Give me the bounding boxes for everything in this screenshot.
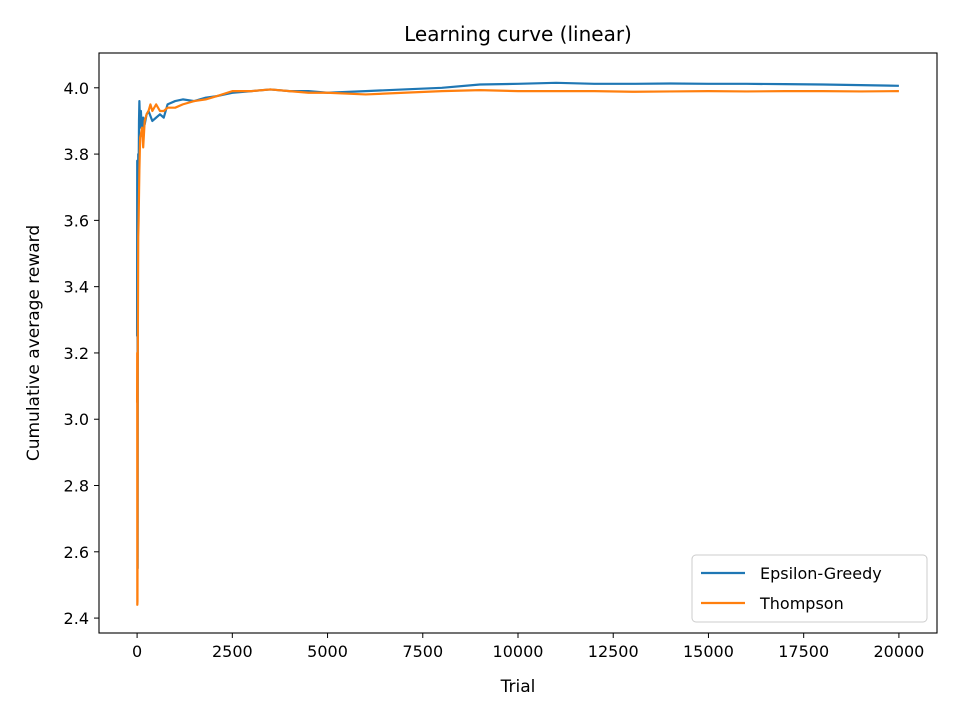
- x-axis: 0 2500 5000 7500 10000 12500 15000 17500 20000: [132, 633, 924, 661]
- y-tick-label: 2.8: [64, 477, 89, 496]
- x-tick-label: 7500: [402, 642, 443, 661]
- legend-box: [691, 554, 928, 623]
- x-axis-label: Trial: [500, 677, 536, 697]
- series-line-epsilon-greedy: [135, 81, 899, 570]
- y-tick-label: 3.8: [64, 145, 89, 164]
- y-tick-label: 3.2: [64, 344, 89, 363]
- legend-label-thompson: Thompson: [759, 594, 844, 613]
- x-tick-label: 15000: [683, 642, 734, 661]
- series-line-thompson: [135, 88, 899, 606]
- legend: Epsilon-Greedy Thompson: [691, 554, 928, 623]
- x-tick-label: 20000: [873, 642, 924, 661]
- y-tick-label: 3.6: [64, 211, 89, 230]
- y-axis-label: Cumulative average reward: [24, 225, 44, 461]
- legend-label-epsilon-greedy: Epsilon-Greedy: [760, 564, 882, 583]
- y-tick-label: 2.6: [64, 543, 89, 562]
- y-axis: 2.4 2.6 2.8 3.0 3.2 3.4 3.6 3.8 4.0: [64, 79, 99, 628]
- chart-title: Learning curve (linear): [404, 22, 632, 46]
- y-tick-label: 3.0: [64, 410, 89, 429]
- y-tick-label: 4.0: [64, 79, 89, 98]
- x-tick-label: 10000: [493, 642, 544, 661]
- x-tick-label: 17500: [778, 642, 829, 661]
- x-tick-label: 0: [132, 642, 142, 661]
- y-tick-label: 3.4: [64, 278, 89, 297]
- x-tick-label: 12500: [588, 642, 639, 661]
- plot-area: [99, 53, 937, 633]
- x-tick-label: 5000: [307, 642, 348, 661]
- series-layer: [135, 81, 899, 606]
- x-tick-label: 2500: [212, 642, 253, 661]
- y-tick-label: 2.4: [64, 609, 89, 628]
